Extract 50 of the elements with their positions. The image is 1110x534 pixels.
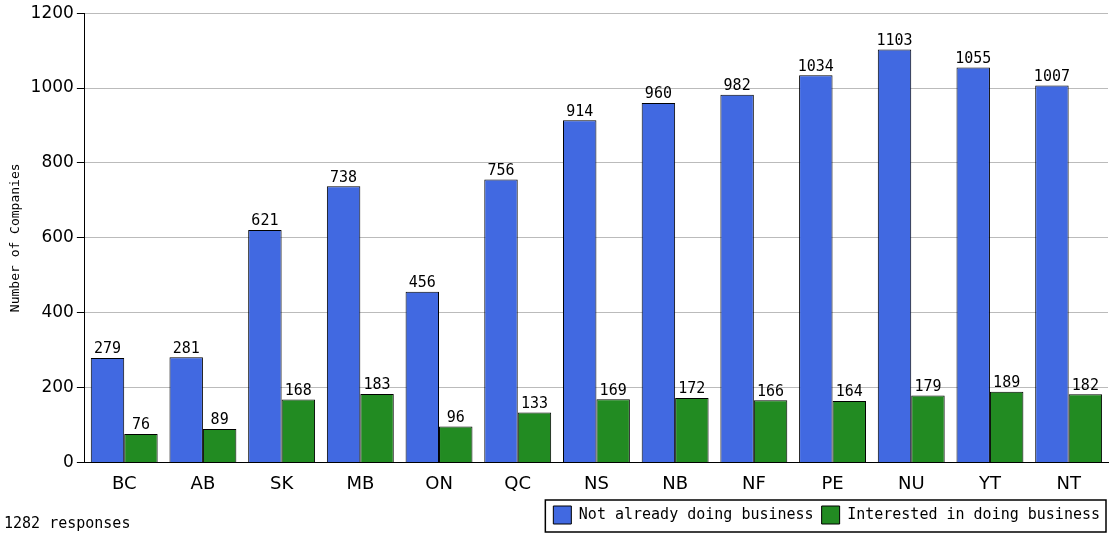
data-label: 166 [757,381,785,400]
data-label: 281 [172,338,200,357]
data-label: 756 [487,160,515,179]
data-label: 738 [330,167,358,186]
data-label: 279 [93,339,122,358]
x-tick-label: AB [190,471,216,493]
data-label: 982 [723,76,751,95]
x-tick-label: NB [662,471,689,493]
data-label: 960 [644,84,672,103]
data-label: 168 [284,380,312,399]
text: 1282 responses [4,514,131,533]
data-label: 1007 [1033,66,1070,85]
data-label: 89 [210,410,229,429]
y-tick-label: 1200 [30,1,74,22]
data-label: 1055 [955,48,992,67]
y-tick-label: 400 [41,301,74,322]
x-tick-label: NU [897,471,925,493]
data-label: 96 [446,407,465,426]
x-tick-label: BC [111,471,137,493]
data-label: 133 [520,394,548,412]
data-label: 183 [363,375,391,394]
data-label: 621 [251,211,279,230]
data-label: 172 [678,379,706,398]
data-label: 189 [993,373,1021,392]
x-tick-label: MB [346,471,375,493]
x-tick-label: YT [977,471,1002,493]
y-tick-label: 800 [41,151,74,172]
x-tick-label: NS [583,471,609,493]
data-label: 914 [566,101,594,120]
data-label: 1103 [876,30,913,49]
x-tick-label: NT [1056,471,1082,493]
data-label: 76 [131,415,150,434]
data-label: 456 [408,273,436,292]
x-tick-label: QC [504,471,532,493]
data-label: 164 [835,382,863,401]
y-tick-label: 200 [41,375,74,396]
data-label: 169 [599,380,627,399]
y-tick-label: 600 [41,226,74,247]
data-label: 1034 [797,56,834,75]
legend-label: Not already doing business [578,504,814,523]
y-tick-label: 1000 [30,76,74,97]
y-axis-title: Number of Companies [7,163,23,313]
x-tick-label: NF [741,471,766,493]
y-tick-label: 0 [63,450,74,471]
x-tick-label: ON [425,471,453,493]
x-tick-label: PE [821,471,844,493]
x-tick-label: SK [270,471,295,493]
data-label: 179 [914,376,942,395]
data-label: 182 [1071,375,1099,394]
legend-label: Interested in doing business [847,504,1101,523]
